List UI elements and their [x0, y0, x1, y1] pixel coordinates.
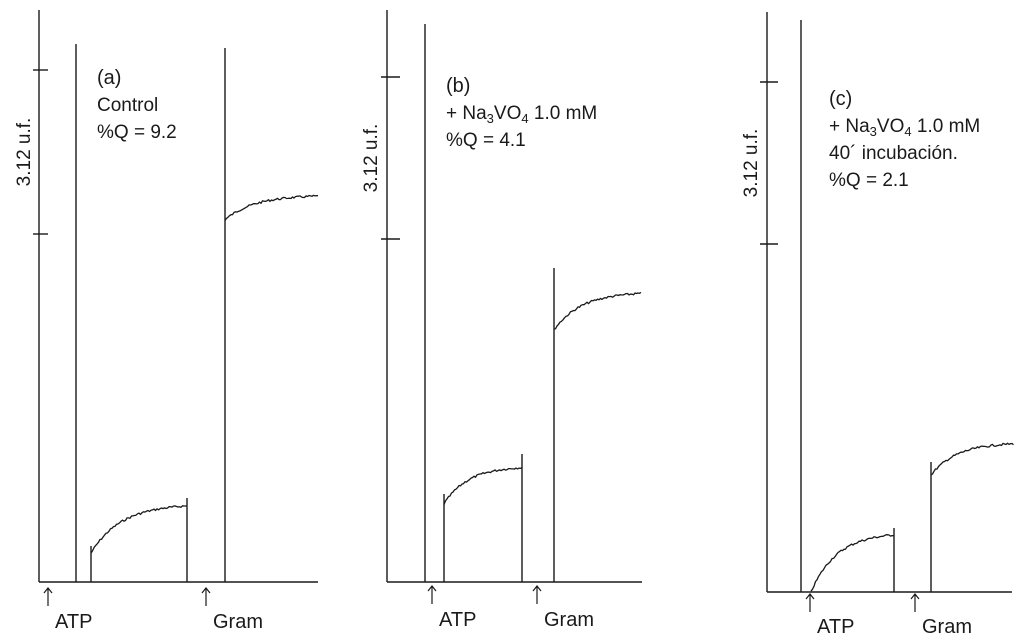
panel-a-gram-label: Gram [213, 611, 263, 633]
panel-c-condition-line-3: %Q = 2.1 [829, 170, 909, 191]
panel-c-atp-label: ATP [817, 616, 854, 638]
panel-b-atp-label: ATP [439, 609, 476, 631]
panel-b-gram-label: Gram [544, 609, 594, 631]
panel-a-atp-arrow-icon [43, 587, 53, 606]
panel-c-scale-label: 3.12 u.f. [741, 129, 762, 198]
panel-a-condition-line-1: Control [97, 95, 158, 116]
panel-b-atp-arrow-icon [427, 585, 437, 604]
panel-a-trace-atp [90, 505, 188, 554]
panel-a-atp-label: ATP [55, 611, 92, 633]
panel-c: 3.12 u.f. (c) + Na3VO4 1.0 mM 40´ incuba… [741, 12, 1014, 638]
panel-b: 3.12 u.f. (b) + Na3VO4 1.0 mM %Q = 4.1 A… [361, 10, 642, 631]
panel-a-scale-label: 3.12 u.f. [14, 118, 35, 187]
panel-c-trace-atp [810, 534, 894, 592]
panel-b-scale-label: 3.12 u.f. [361, 124, 382, 193]
panel-c-gram-label: Gram [922, 616, 972, 638]
panel-b-trace-atp [443, 466, 523, 505]
panel-a-trace-gram [224, 194, 319, 221]
panel-b-trace-gram [553, 291, 642, 330]
panel-c-atp-arrow-icon [805, 593, 815, 612]
panel-c-label: (c) [829, 88, 852, 110]
panel-a: 3.12 u.f. (a) Control %Q = 9.2 ATP Gram [14, 10, 319, 633]
panel-a-condition-line-2: %Q = 9.2 [97, 122, 177, 143]
panel-b-condition-line-2: %Q = 4.1 [446, 130, 526, 151]
panel-c-gram-arrow-icon [910, 593, 920, 612]
panel-a-label: (a) [97, 67, 121, 89]
panel-c-condition-line-2: 40´ incubación. [829, 143, 958, 164]
panel-b-condition-line-1: + Na3VO4 1.0 mM [446, 103, 597, 126]
panel-b-label: (b) [446, 75, 470, 97]
panel-c-condition-line-1: + Na3VO4 1.0 mM [829, 116, 980, 139]
panel-c-trace-gram [930, 442, 1014, 476]
panel-a-gram-arrow-icon [201, 587, 211, 606]
panel-b-gram-arrow-icon [532, 585, 542, 604]
